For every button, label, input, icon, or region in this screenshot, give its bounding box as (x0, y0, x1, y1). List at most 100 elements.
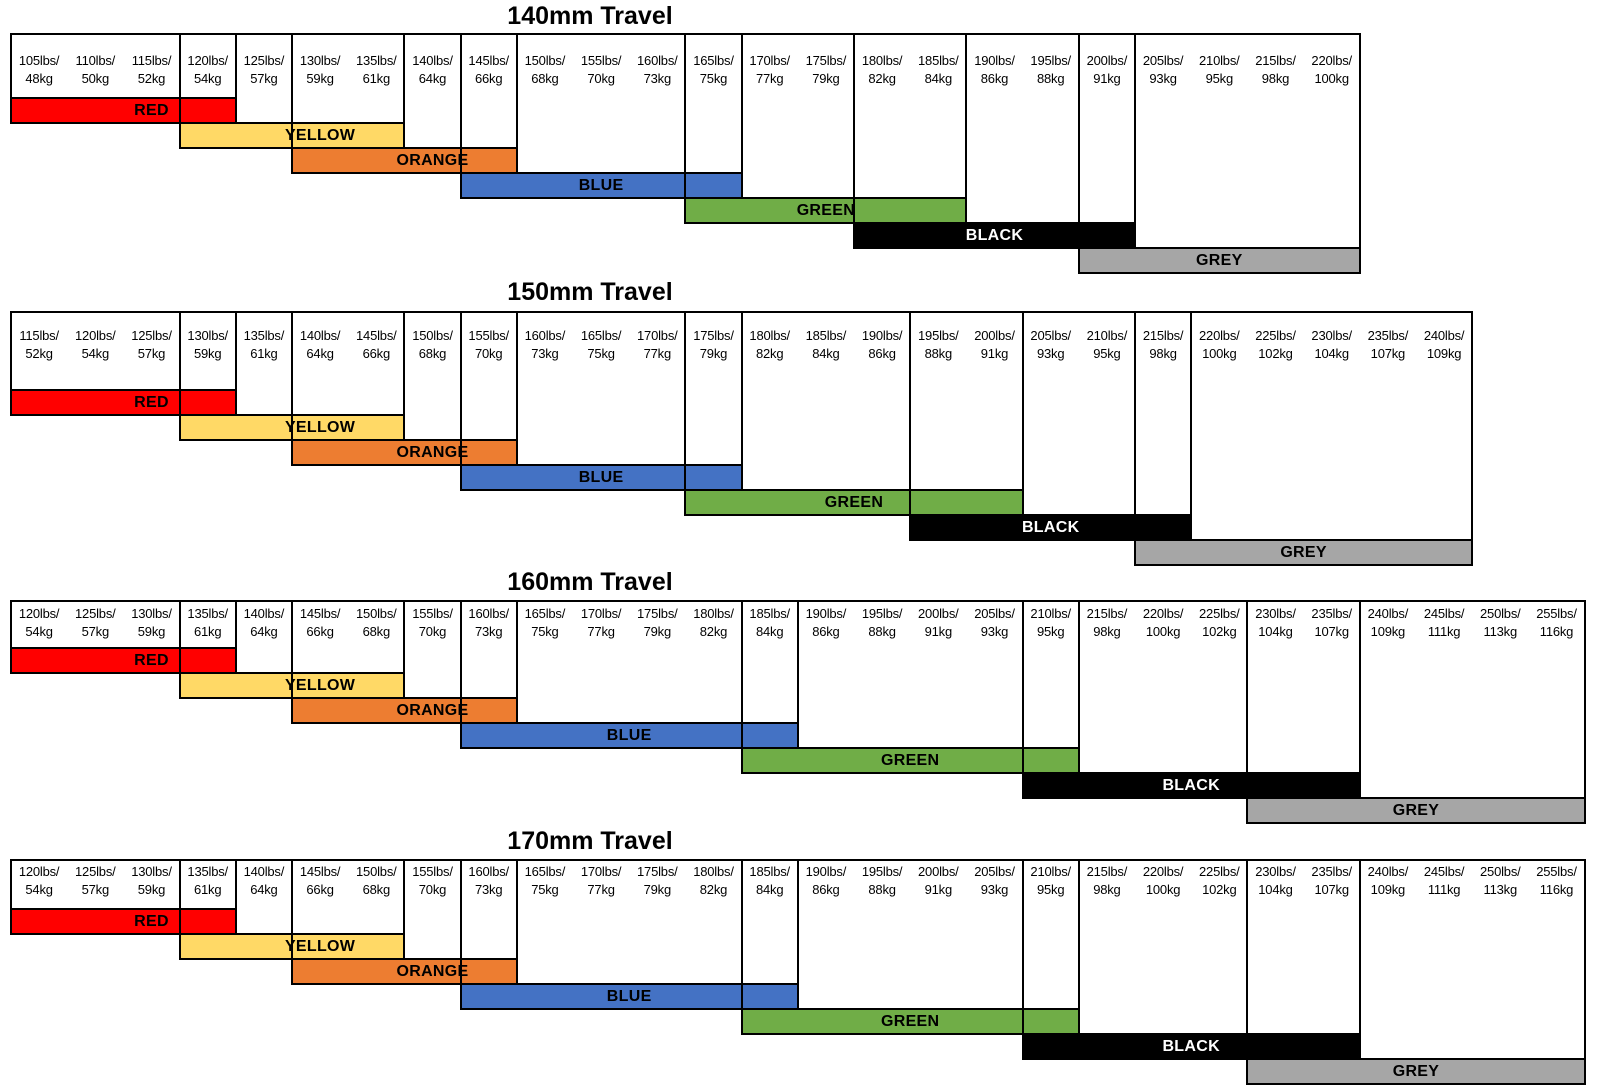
weight-kg-label: 95kg (1036, 881, 1065, 897)
group-boundary-line (403, 859, 406, 960)
weight-column-label: 105lbs/48kg (11, 35, 67, 87)
weight-column-label: 145lbs/66kg (292, 861, 348, 898)
weight-kg-label: 95kg (1093, 345, 1121, 361)
weight-lbs-label: 170lbs/ (580, 606, 622, 621)
weight-kg-label: 109kg (1426, 345, 1462, 361)
weight-column-label: 230lbs/104kg (1247, 861, 1303, 898)
weight-kg-label: 68kg (362, 881, 391, 897)
group-boundary-line (1077, 33, 1080, 274)
group-boundary-line (403, 311, 406, 441)
range-bar-label-yellow: YELLOW (284, 418, 356, 436)
weight-kg-label: 116kg (1539, 623, 1574, 639)
weight-kg-label: 68kg (531, 70, 559, 86)
weight-kg-label: 98kg (1149, 345, 1177, 361)
weight-lbs-label: 130lbs/ (131, 864, 172, 879)
group-boundary-line (796, 600, 799, 749)
weight-lbs-label: 145lbs/ (468, 53, 509, 68)
range-bar-black: BLACK (853, 222, 1136, 249)
weight-column-label: 135lbs/61kg (348, 35, 404, 87)
weight-lbs-label: 155lbs/ (580, 53, 622, 68)
weight-kg-label: 102kg (1202, 623, 1237, 639)
chart-title-150mm-travel: 150mm Travel (507, 278, 673, 306)
weight-column-label: 145lbs/66kg (461, 35, 517, 87)
weight-kg-label: 66kg (362, 345, 391, 361)
weight-column-label: 135lbs/61kg (236, 313, 292, 362)
weight-column-label: 200lbs/91kg (910, 602, 966, 640)
range-bar-label-blue: BLUE (606, 726, 652, 744)
weight-lbs-label: 255lbs/ (1536, 606, 1577, 621)
group-boundary-line (459, 311, 462, 491)
weight-kg-label: 77kg (587, 881, 615, 897)
weight-kg-label: 95kg (1036, 623, 1065, 639)
weight-kg-label: 54kg (81, 345, 110, 361)
weight-kg-label: 75kg (587, 345, 615, 361)
weight-lbs-label: 120lbs/ (18, 606, 60, 621)
weight-lbs-label: 220lbs/ (1311, 53, 1352, 68)
weight-lbs-label: 215lbs/ (1142, 328, 1184, 343)
weight-lbs-label: 245lbs/ (1423, 864, 1465, 879)
weight-kg-label: 57kg (81, 881, 110, 897)
weight-lbs-label: 200lbs/ (918, 606, 959, 621)
range-bar-label-orange: ORANGE (396, 443, 469, 461)
weight-kg-label: 91kg (924, 881, 953, 897)
weight-column-label: 130lbs/59kg (123, 861, 179, 898)
weight-column-label: 175lbs/79kg (629, 861, 685, 898)
weight-kg-label: 84kg (812, 345, 840, 361)
range-bar-label-green: GREEN (796, 201, 856, 219)
weight-lbs-label: 170lbs/ (637, 328, 678, 343)
weight-column-label: 180lbs/82kg (685, 602, 741, 640)
range-bar-orange: ORANGE (291, 439, 518, 466)
range-bar-label-orange: ORANGE (396, 151, 469, 169)
weight-kg-label: 59kg (306, 70, 334, 86)
range-bar-green: GREEN (740, 1008, 1080, 1035)
weight-lbs-label: 150lbs/ (356, 606, 397, 621)
group-boundary-line (909, 311, 912, 541)
weight-kg-label: 77kg (587, 623, 615, 639)
weight-column-label: 200lbs/91kg (966, 313, 1022, 362)
weight-kg-label: 100kg (1202, 345, 1237, 361)
weight-kg-label: 77kg (755, 70, 784, 86)
weight-kg-label: 84kg (924, 70, 953, 86)
weight-column-label: 160lbs/73kg (517, 313, 573, 362)
weight-column-label: 125lbs/57kg (236, 35, 292, 87)
weight-lbs-label: 215lbs/ (1086, 864, 1128, 879)
range-bar-orange: ORANGE (291, 147, 518, 174)
weight-kg-label: 59kg (137, 881, 166, 897)
weight-lbs-label: 180lbs/ (861, 53, 903, 68)
group-boundary-line (1134, 311, 1136, 566)
range-bar-label-grey: GREY (1392, 801, 1440, 819)
weight-lbs-label: 180lbs/ (693, 606, 734, 621)
weight-kg-label: 70kg (418, 623, 447, 639)
weight-column-label: 195lbs/88kg (854, 602, 910, 640)
group-boundary-line (684, 311, 687, 516)
weight-lbs-label: 195lbs/ (1030, 53, 1071, 68)
weight-lbs-label: 135lbs/ (187, 606, 228, 621)
group-boundary-line (740, 311, 743, 491)
weight-lbs-label: 135lbs/ (356, 53, 397, 68)
weight-column-label: 170lbs/77kg (573, 602, 629, 640)
weight-kg-label: 70kg (418, 881, 447, 897)
range-bar-label-blue: BLUE (578, 468, 624, 486)
weight-column-label: 165lbs/75kg (517, 861, 573, 898)
weight-lbs-label: 190lbs/ (861, 328, 903, 343)
range-bar-green: GREEN (740, 747, 1080, 774)
range-bar-green: GREEN (684, 197, 968, 224)
weight-kg-label: 66kg (306, 881, 334, 897)
weight-lbs-label: 160lbs/ (468, 864, 509, 879)
group-boundary-line (10, 600, 12, 674)
weight-column-label: 170lbs/77kg (629, 313, 685, 362)
weight-kg-label: 68kg (418, 345, 447, 361)
weight-kg-label: 54kg (193, 70, 222, 86)
weight-lbs-label: 205lbs/ (974, 606, 1015, 621)
group-boundary-line (1021, 311, 1024, 516)
weight-column-label: 130lbs/59kg (180, 313, 236, 362)
weight-kg-label: 82kg (755, 345, 784, 361)
group-boundary-line (10, 33, 12, 124)
weight-lbs-label: 160lbs/ (637, 53, 678, 68)
group-boundary-line (684, 33, 687, 224)
weight-column-label: 150lbs/68kg (404, 313, 460, 362)
weight-column-label: 120lbs/54kg (67, 313, 123, 362)
group-boundary-line (965, 33, 968, 224)
